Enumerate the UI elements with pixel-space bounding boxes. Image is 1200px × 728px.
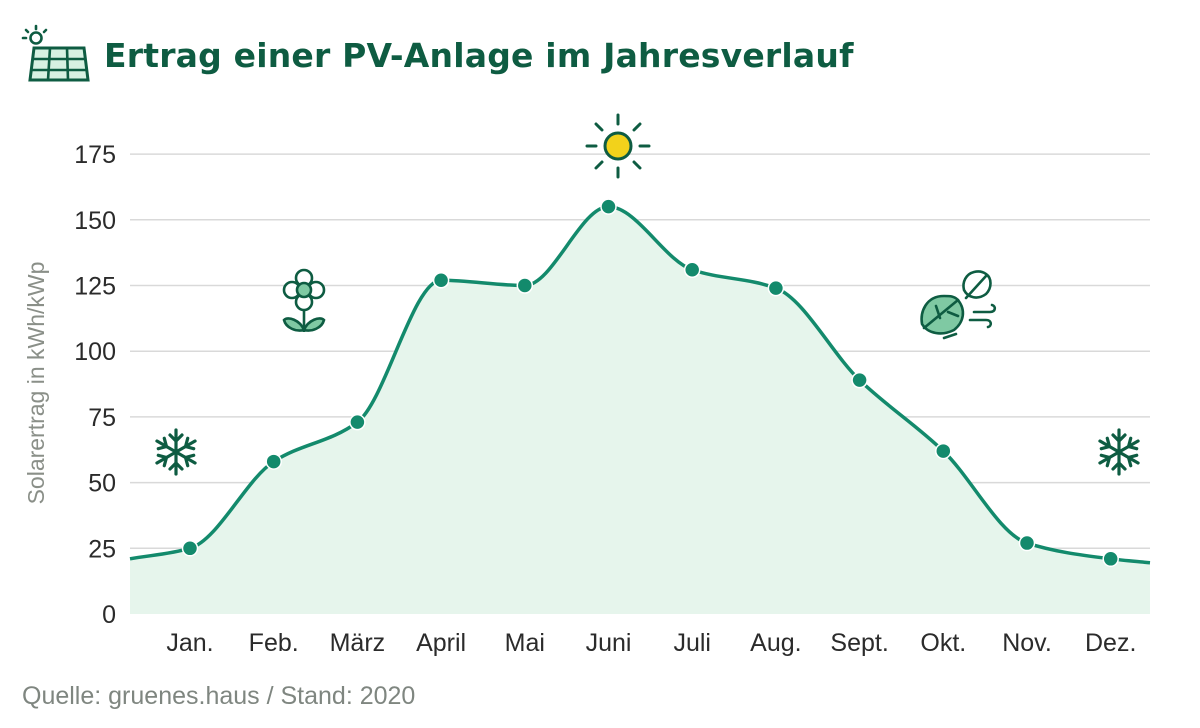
x-tick-label: Juli	[673, 629, 711, 657]
source-note: Quelle: gruenes.haus / Stand: 2020	[22, 682, 416, 710]
y-tick-label: 25	[88, 535, 116, 563]
x-tick-label: Juni	[586, 629, 632, 657]
data-point	[683, 261, 701, 278]
y-tick-label: 0	[102, 601, 116, 629]
data-point	[1018, 534, 1036, 552]
data-point	[265, 453, 282, 470]
data-point	[935, 442, 952, 460]
y-tick-label: 150	[74, 207, 116, 235]
leaves-wind-icon	[920, 270, 997, 340]
y-tick-label: 175	[74, 141, 116, 169]
data-point	[181, 540, 199, 557]
page-title: Ertrag einer PV-Anlage im Jahresverlauf	[104, 36, 854, 75]
snowflake-icon	[1098, 428, 1140, 476]
x-tick-label: Nov.	[1002, 629, 1052, 657]
y-axis-title: Solarertrag in kWh/kWp	[23, 262, 49, 505]
data-point	[516, 277, 534, 294]
series-line	[129, 204, 1151, 565]
data-point	[851, 371, 868, 389]
snowflake-icon	[155, 428, 197, 476]
data-point	[432, 271, 450, 289]
area-fill	[130, 206, 1150, 614]
x-axis: Jan. Feb. März April Mai Juni Juli Aug. Sept. Okt…	[166, 629, 1136, 657]
data-point	[1102, 550, 1119, 568]
x-tick-label: Feb.	[249, 629, 299, 657]
x-tick-label: Jan.	[166, 629, 213, 657]
data-point	[600, 198, 617, 215]
y-tick-label: 125	[74, 273, 116, 301]
flower-icon	[282, 268, 326, 332]
solar-panel-icon	[21, 24, 90, 82]
x-tick-label: Dez.	[1085, 629, 1136, 657]
x-tick-label: März	[330, 629, 386, 657]
y-tick-label: 75	[88, 404, 116, 432]
data-point	[767, 279, 785, 297]
x-tick-label: Mai	[505, 629, 545, 657]
x-tick-label: April	[416, 629, 466, 657]
x-tick-label: Aug.	[750, 629, 801, 657]
data-points	[181, 198, 1119, 568]
x-tick-label: Okt.	[920, 629, 966, 657]
y-tick-label: 100	[74, 338, 116, 366]
x-tick-label: Sept.	[830, 629, 888, 657]
sun-icon	[585, 113, 651, 179]
y-axis: 0 25 50 75 100 125 150 175	[74, 141, 116, 629]
data-point	[349, 413, 366, 431]
header	[18, 24, 90, 84]
y-tick-label: 50	[88, 470, 116, 498]
